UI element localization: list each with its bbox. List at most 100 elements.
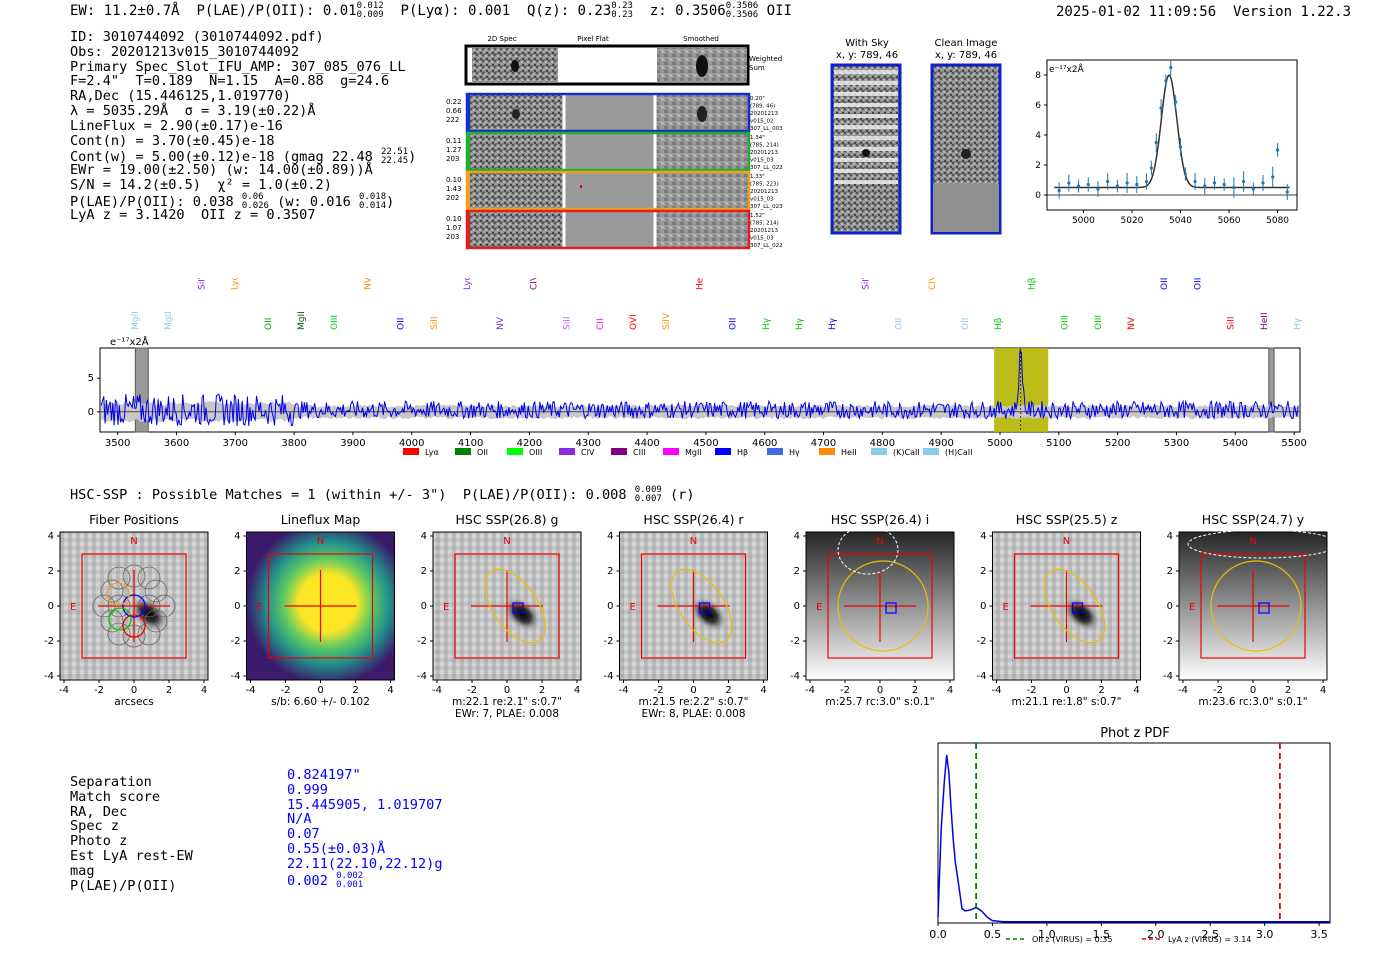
compass-n: N bbox=[876, 536, 883, 547]
sky-images: With Sky x, y: 789, 46 Clean Image x, y:… bbox=[830, 38, 1002, 235]
panel-ytick: -2 bbox=[1163, 636, 1173, 647]
clean-image-coords: x, y: 789, 46 bbox=[935, 50, 997, 61]
label-match-score: Match score bbox=[70, 788, 161, 805]
legend-swatch bbox=[923, 448, 939, 455]
photz-xtick: 3.0 bbox=[1256, 928, 1274, 941]
value-mag: 22.11(22.10,22.12)g bbox=[287, 855, 443, 872]
cutout-row-stat: 203 bbox=[446, 155, 459, 163]
panel-ytick: -2 bbox=[977, 636, 987, 647]
legend-label: (H)CaII bbox=[945, 448, 972, 457]
spectrum-xtick: 5200 bbox=[1105, 438, 1130, 449]
spectral-line-label: SiIV bbox=[861, 278, 871, 290]
zoom-data-point bbox=[1169, 65, 1173, 70]
zoom-data-point bbox=[1086, 182, 1090, 187]
spectral-line-label: CII bbox=[596, 318, 606, 330]
z-value: z: 0.3506 bbox=[649, 3, 726, 19]
value-photoz: 0.07 bbox=[287, 826, 320, 843]
spectrum-ytick: 5 bbox=[88, 373, 94, 384]
spectrum-xtick: 4500 bbox=[693, 438, 718, 449]
cutout-row-meta: (789, 46) bbox=[750, 104, 775, 110]
panel-xtick: -2 bbox=[654, 685, 664, 696]
compass-n: N bbox=[1063, 536, 1070, 547]
cutout-row-meta: v015_03 bbox=[750, 158, 774, 164]
cutout-row-meta: 307_LL_003 bbox=[750, 126, 783, 132]
zoom-ytick: 4 bbox=[1035, 131, 1041, 141]
cutout-row-stat: 0.66 bbox=[446, 107, 462, 115]
info-lambda: λ = 5035.29Å σ = 3.19(±0.22)Å bbox=[70, 102, 316, 119]
compass-n: N bbox=[317, 536, 324, 547]
compass-e: E bbox=[70, 602, 76, 613]
cutout-col-label: 2D Spec bbox=[487, 35, 516, 43]
panel-title: HSC SSP(26.4) i bbox=[831, 512, 929, 527]
panel-ytick: 0 bbox=[794, 601, 800, 612]
panel-ytick: 2 bbox=[234, 566, 240, 577]
panel-ytick: 4 bbox=[607, 531, 613, 542]
zoom-unit: e⁻¹⁷x2Å bbox=[1049, 63, 1085, 75]
cutout-row-meta: 20201213 bbox=[750, 150, 778, 156]
zoom-data-point bbox=[1183, 172, 1187, 176]
cutout-row-meta: 1.33" bbox=[750, 174, 765, 180]
cutout-row-meta: 307_LL_023 bbox=[750, 204, 783, 210]
legend-label: OIII bbox=[529, 448, 542, 457]
cutout-row-meta: 307_LL_022 bbox=[750, 243, 783, 249]
photz-legend-oii: OII z (VIRUS) = 0.35 bbox=[1032, 935, 1112, 944]
clean-image-title: Clean Image bbox=[935, 38, 998, 49]
summary-header: EW: 11.2±0.7Å P(LAE)/P(OII): 0.010.012 0.… bbox=[70, 1, 792, 20]
cutout-row-stat: 1.43 bbox=[446, 185, 462, 193]
panel-ytick: -2 bbox=[604, 636, 614, 647]
value-radec: 15.445905, 1.019707 bbox=[287, 796, 443, 813]
zoom-data-point bbox=[1154, 140, 1158, 145]
line-id: OII bbox=[766, 3, 792, 19]
cutout-row-stat: 202 bbox=[446, 194, 459, 202]
with-sky-title: With Sky bbox=[845, 38, 889, 49]
panel-ytick: 2 bbox=[607, 566, 613, 577]
cutout-row-meta: 307_LL_022 bbox=[750, 165, 783, 171]
spectral-line-label: OII bbox=[895, 318, 905, 330]
legend-swatch bbox=[819, 448, 835, 455]
legend-swatch bbox=[767, 448, 783, 455]
info-sn: S/N = 14.2(±0.5) χ² = 1.0(±0.2) bbox=[70, 176, 332, 193]
info-primary: Primary Spec_Slot_IFU_AMP: 307_085_076_L… bbox=[70, 58, 406, 75]
legend-swatch bbox=[871, 448, 887, 455]
legend-swatch bbox=[455, 448, 471, 455]
panel-xtick: 0 bbox=[317, 685, 323, 696]
panel-ytick: 2 bbox=[1167, 566, 1173, 577]
spectral-line-label: Lyα bbox=[231, 278, 241, 290]
spectral-line-label: Hγ bbox=[828, 317, 838, 330]
photz-xtick: 1.0 bbox=[1038, 928, 1056, 941]
value-est-lya: 0.55(±0.03)Å bbox=[287, 840, 386, 857]
label-specz: Spec z bbox=[70, 818, 120, 835]
panel-ytick: 2 bbox=[794, 566, 800, 577]
spectral-line-label: OII bbox=[729, 318, 739, 330]
legend-label: OII bbox=[477, 448, 488, 457]
zoom-xtick: 5020 bbox=[1120, 216, 1143, 226]
info-obs: Obs: 20201213v015_3010744092 bbox=[70, 43, 300, 60]
cutout-row-meta: 1.52" bbox=[750, 213, 765, 219]
cutout-row-meta: v015_03 bbox=[750, 236, 774, 242]
panel-title: Lineflux Map bbox=[281, 512, 361, 527]
info-contw: Cont(w) = 5.00(±0.12)e-18 (gmag 22.48 22… bbox=[70, 147, 417, 167]
label-photoz: Photo z bbox=[70, 833, 128, 850]
zoom-data-point bbox=[1285, 190, 1289, 194]
info-ewr: EWr = 19.00(±2.50) (w: 14.00(±0.89))Å bbox=[70, 162, 373, 179]
panel-xtick: 0 bbox=[131, 685, 137, 696]
plya-value: P(Lyα): 0.001 bbox=[400, 3, 511, 19]
spectral-line-label: OII bbox=[397, 318, 407, 330]
cutout-row-meta: 20201213 bbox=[750, 189, 778, 195]
spectrum-xtick: 4400 bbox=[634, 438, 659, 449]
zoom-data-point bbox=[1271, 175, 1275, 179]
panel-title: HSC SSP(25.5) z bbox=[1016, 512, 1118, 527]
photz-xtick: 0.5 bbox=[984, 928, 1002, 941]
spectral-line-label: OIII bbox=[1160, 278, 1170, 290]
photz-legend-lya: LyA z (VIRUS) = 3.14 bbox=[1168, 935, 1251, 944]
legend-label: Lyα bbox=[425, 448, 439, 457]
detection-info: ID: 3010744092 (3010744092.pdf) Obs: 202… bbox=[70, 30, 416, 222]
qz-value: Q(z): 0.23 bbox=[526, 3, 612, 19]
panel-title: Fiber Positions bbox=[89, 512, 179, 527]
panel-xtick: -2 bbox=[467, 685, 477, 696]
panel-xtick: 2 bbox=[166, 685, 172, 696]
compass-e: E bbox=[257, 602, 263, 613]
